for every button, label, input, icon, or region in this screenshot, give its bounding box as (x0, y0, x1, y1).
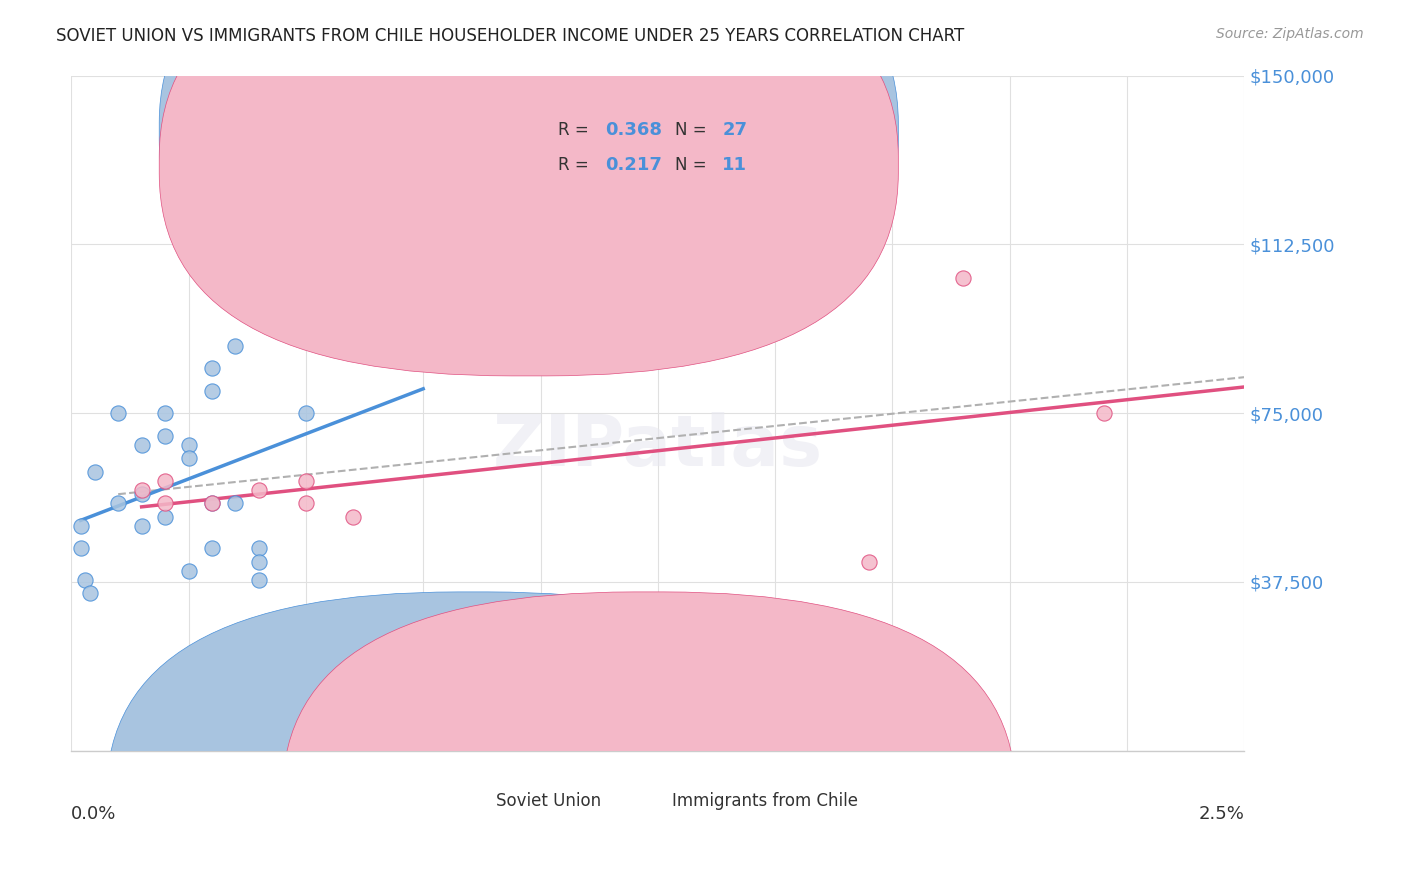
Point (131, 518, 153, 533)
Text: R =: R = (558, 120, 589, 138)
Point (177, 564, 200, 578)
Point (107, 406, 129, 420)
Point (201, 361, 224, 376)
Text: 11: 11 (723, 155, 748, 174)
Point (858, 555, 880, 569)
Text: N =: N = (675, 155, 707, 174)
Point (224, 338, 246, 352)
Point (153, 428, 176, 442)
Point (131, 437, 153, 451)
Point (342, 509, 364, 524)
Point (131, 483, 153, 497)
Point (224, 496, 246, 510)
Point (131, 487, 153, 501)
Point (153, 496, 176, 510)
Point (69, 518, 91, 533)
Point (79, 586, 101, 600)
FancyBboxPatch shape (107, 592, 839, 892)
Text: ZIPatlas: ZIPatlas (492, 412, 823, 482)
FancyBboxPatch shape (159, 0, 898, 343)
Text: Soviet Union: Soviet Union (496, 792, 600, 810)
Point (83, 465, 105, 479)
Point (107, 496, 129, 510)
Text: Source: ZipAtlas.com: Source: ZipAtlas.com (1216, 27, 1364, 41)
Point (247, 555, 270, 569)
FancyBboxPatch shape (488, 99, 828, 194)
Point (952, 271, 974, 285)
Point (201, 496, 224, 510)
Point (153, 406, 176, 420)
Point (295, 316, 318, 330)
Point (247, 483, 270, 497)
Text: N =: N = (675, 120, 707, 138)
Point (153, 474, 176, 488)
Point (201, 541, 224, 555)
Text: R =: R = (558, 155, 589, 174)
Point (295, 474, 318, 488)
Point (201, 496, 224, 510)
Text: 2.5%: 2.5% (1198, 805, 1244, 822)
Text: 0.217: 0.217 (605, 155, 662, 174)
Point (201, 384, 224, 398)
FancyBboxPatch shape (283, 592, 1015, 892)
Text: SOVIET UNION VS IMMIGRANTS FROM CHILE HOUSEHOLDER INCOME UNDER 25 YEARS CORRELAT: SOVIET UNION VS IMMIGRANTS FROM CHILE HO… (56, 27, 965, 45)
Point (75, 573, 97, 587)
FancyBboxPatch shape (159, 0, 898, 376)
Point (295, 496, 318, 510)
Y-axis label: Householder Income Under 25 years: Householder Income Under 25 years (0, 248, 8, 578)
Point (247, 573, 270, 587)
Text: 0.0%: 0.0% (72, 805, 117, 822)
Point (247, 541, 270, 555)
Point (295, 406, 318, 420)
Point (153, 509, 176, 524)
Point (177, 437, 200, 451)
Text: Immigrants from Chile: Immigrants from Chile (672, 792, 858, 810)
Point (69, 541, 91, 555)
Point (1092, 406, 1115, 420)
Point (177, 450, 200, 465)
Text: 27: 27 (723, 120, 748, 138)
Text: 0.368: 0.368 (605, 120, 662, 138)
